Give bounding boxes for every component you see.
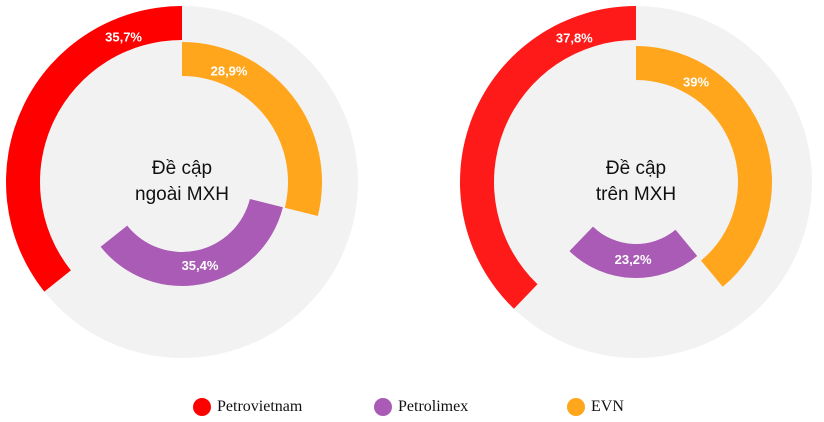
legend-marker-petrolimex	[374, 398, 392, 416]
slice-petrolimex	[569, 226, 698, 278]
data-label-petrovietnam: 37,8%	[556, 31, 593, 46]
donut-charts: 28,9% 35,4% 35,7% Đề cập ngoài MXH 39% 23,2% 37…	[5, 5, 812, 358]
slice-evn	[182, 42, 322, 216]
data-label-evn: 39%	[683, 75, 709, 90]
donut-hole	[576, 122, 696, 242]
data-label-petrovietnam: 35,7%	[105, 29, 142, 44]
center-label-line-2: trên MXH	[596, 184, 676, 205]
slice-evn	[636, 46, 772, 287]
donut-chart-2: 39% 23,2% 37,8% Đề cập trên MXH	[459, 5, 812, 358]
slice-petrolimex	[100, 198, 283, 286]
center-label-line-1: Đề cập	[606, 158, 666, 179]
data-label-evn: 28,9%	[211, 64, 248, 79]
center-label-line-2: ngoài MXH	[135, 184, 229, 205]
legend-label-petrovietnam: Petrovietnam	[217, 398, 303, 415]
legend-item-evn: EVN	[567, 392, 624, 422]
center-label-line-1: Đề cập	[152, 158, 212, 179]
legend-marker-evn	[567, 398, 585, 416]
legend-label-petrolimex: Petrolimex	[398, 398, 469, 415]
legend-marker-petrovietnam	[193, 398, 211, 416]
data-label-petrolimex: 23,2%	[615, 252, 652, 267]
slice-petrovietnam	[459, 5, 636, 309]
legend-label-evn: EVN	[591, 398, 624, 415]
donut-hole	[114, 114, 250, 250]
legend: Petrovietnam Petrolimex EVN	[0, 392, 824, 422]
slice-petrovietnam	[5, 6, 182, 292]
donut-chart-1: 28,9% 35,4% 35,7% Đề cập ngoài MXH	[5, 6, 358, 358]
data-label-petrolimex: 35,4%	[182, 258, 219, 273]
legend-item-petrolimex: Petrolimex	[374, 392, 468, 422]
legend-item-petrovietnam: Petrovietnam	[193, 392, 302, 422]
